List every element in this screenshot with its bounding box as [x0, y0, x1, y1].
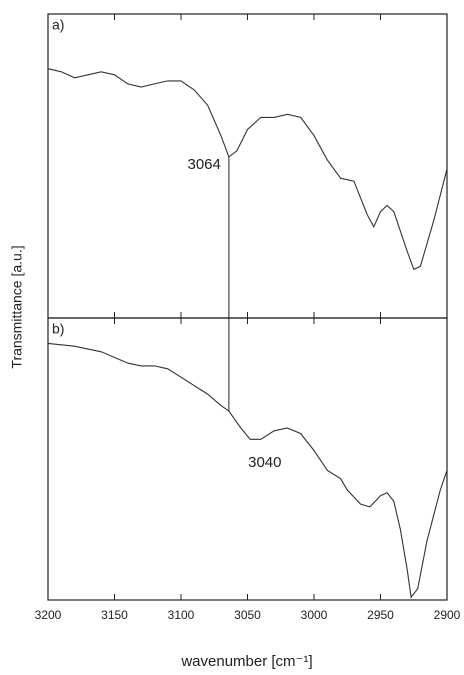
x-axis-label: wavenumber [cm⁻¹] — [180, 653, 312, 670]
panel-frame — [47, 13, 448, 319]
x-tick-label: 3000 — [301, 608, 328, 622]
x-tick-label: 2900 — [434, 608, 461, 622]
x-tick-label: 2950 — [367, 608, 394, 622]
spectrum-line — [47, 342, 448, 599]
x-tick-label: 3150 — [101, 608, 128, 622]
annotation: 3064 — [188, 156, 221, 173]
panel-label: a) — [52, 17, 64, 33]
spectrum-line — [47, 68, 448, 271]
annotation: 3040 — [248, 454, 281, 471]
x-tick-label: 3100 — [168, 608, 195, 622]
y-axis-label: Transmittance [a.u.] — [9, 245, 25, 368]
x-tick-label: 3200 — [35, 608, 62, 622]
x-tick-label: 3050 — [234, 608, 261, 622]
panel-label: b) — [52, 321, 64, 337]
